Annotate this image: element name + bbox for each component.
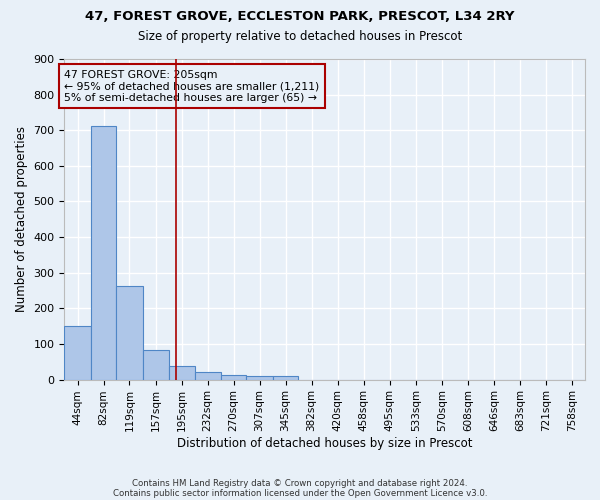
Text: 47 FOREST GROVE: 205sqm
← 95% of detached houses are smaller (1,211)
5% of semi-: 47 FOREST GROVE: 205sqm ← 95% of detache… — [64, 70, 320, 103]
Bar — [273, 376, 298, 380]
Bar — [143, 350, 169, 380]
Bar — [116, 286, 143, 380]
Y-axis label: Number of detached properties: Number of detached properties — [15, 126, 28, 312]
Bar — [64, 326, 91, 380]
Bar — [169, 366, 194, 380]
Bar — [91, 126, 116, 380]
Bar — [221, 376, 247, 380]
Text: Contains HM Land Registry data © Crown copyright and database right 2024.: Contains HM Land Registry data © Crown c… — [132, 478, 468, 488]
Bar — [194, 372, 221, 380]
Text: Contains public sector information licensed under the Open Government Licence v3: Contains public sector information licen… — [113, 488, 487, 498]
Bar — [247, 376, 273, 380]
Text: Size of property relative to detached houses in Prescot: Size of property relative to detached ho… — [138, 30, 462, 43]
X-axis label: Distribution of detached houses by size in Prescot: Distribution of detached houses by size … — [177, 437, 472, 450]
Text: 47, FOREST GROVE, ECCLESTON PARK, PRESCOT, L34 2RY: 47, FOREST GROVE, ECCLESTON PARK, PRESCO… — [85, 10, 515, 23]
